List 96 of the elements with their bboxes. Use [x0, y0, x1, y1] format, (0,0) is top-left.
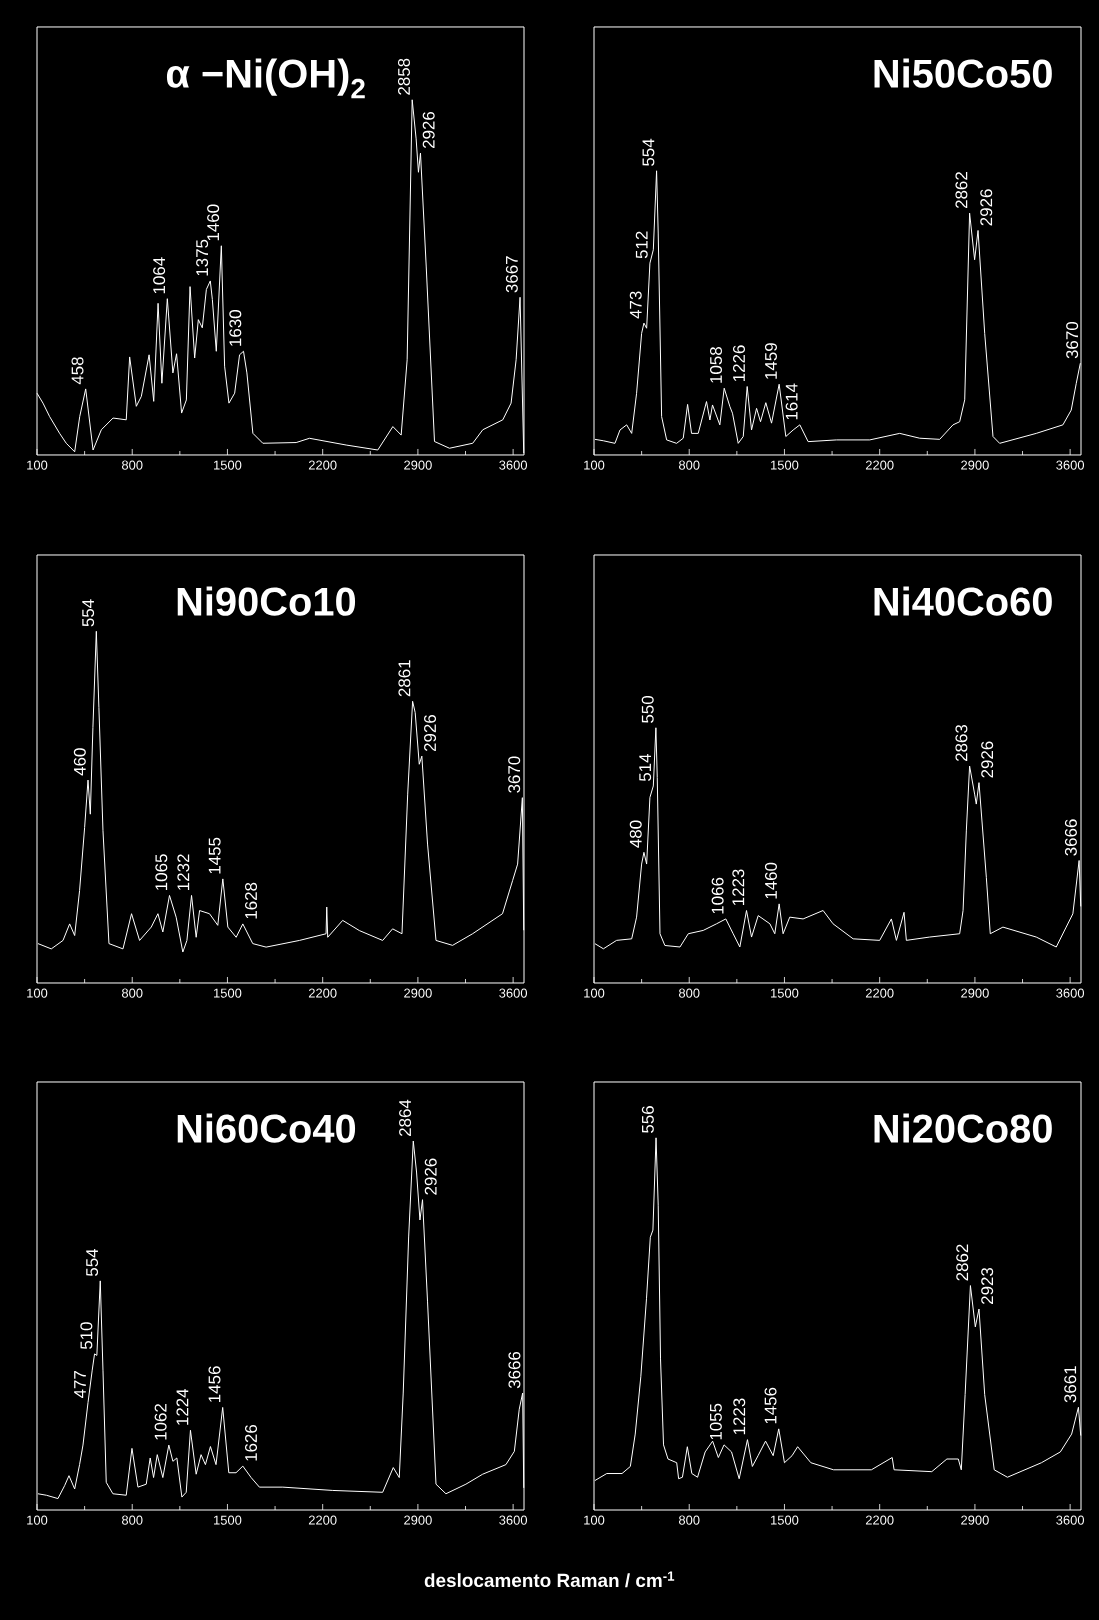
annotation: 2861: [398, 660, 411, 697]
x-tick-label: 1500: [214, 460, 242, 470]
annotation: 554: [642, 138, 655, 166]
x-tick-label: 2900: [404, 1515, 432, 1525]
x-tick-label: 2900: [961, 460, 989, 470]
annotation: 1062: [154, 1404, 167, 1440]
annotation: 3667: [505, 256, 518, 293]
annotation: 1066: [711, 877, 724, 914]
x-tick-label: 2200: [308, 1515, 337, 1525]
annotation: 460: [73, 748, 86, 776]
x-tick-label: 800: [121, 460, 143, 470]
x-tick-label: 2900: [961, 988, 989, 998]
x-tick-label: 1500: [771, 1515, 799, 1525]
chart-title: Ni20Co80: [874, 1113, 1052, 1143]
chart-title: α −Ni(OH)$_{2}$: [166, 58, 365, 99]
annotation: 1224: [176, 1388, 189, 1425]
x-tick-label: 2200: [308, 460, 337, 470]
annotation: 2863: [955, 724, 968, 761]
annotation: 2926: [980, 189, 993, 226]
annotation: 2926: [981, 741, 994, 778]
annotation: 1055: [709, 1403, 722, 1440]
annotation: 554: [86, 1248, 99, 1276]
annotation: 512: [635, 231, 648, 259]
annotation: 2926: [424, 715, 437, 752]
annotation: 480: [629, 820, 642, 848]
x-tick-label: 100: [27, 1515, 48, 1525]
x-tick-label: 100: [584, 460, 605, 470]
chart-title: Ni90Co10: [177, 586, 356, 616]
annotation: 2862: [956, 1244, 969, 1281]
x-tick-label: 800: [678, 988, 700, 998]
x-tick-label: 100: [27, 460, 48, 470]
annotation: 2926: [422, 111, 435, 149]
annotation: 1630: [229, 310, 242, 346]
annotation: 1460: [764, 862, 777, 899]
annotation: 1065: [155, 854, 168, 890]
annotation: 550: [641, 695, 654, 723]
annotation: 2862: [955, 172, 968, 209]
annotation: 1223: [733, 1398, 746, 1435]
x-tick-label: 100: [584, 1515, 605, 1525]
annotation: 514: [639, 754, 652, 782]
annotation: 1223: [732, 869, 745, 906]
annotation: 477: [74, 1371, 86, 1399]
x-tick-label: 100: [27, 988, 48, 998]
x-tick-label: 1500: [214, 1515, 242, 1525]
annotation: 1058: [710, 347, 722, 383]
annotation: 458: [71, 357, 84, 385]
annotation: 510: [80, 1322, 93, 1350]
x-tick-label: 2200: [865, 988, 894, 998]
x-tick-label: 1500: [771, 988, 799, 998]
x-tick-label: 3600: [499, 1515, 528, 1525]
annotation: 1628: [245, 882, 258, 919]
annotation: 1614: [785, 383, 798, 420]
annotation: 3666: [1064, 819, 1077, 856]
annotation: 2926: [424, 1158, 437, 1195]
annotation: 1456: [764, 1387, 777, 1424]
annotation: 1460: [207, 204, 220, 241]
x-tick-label: 100: [584, 988, 605, 998]
x-tick-label: 800: [121, 988, 143, 998]
x-tick-label: 800: [678, 1515, 700, 1525]
annotation: 3666: [508, 1351, 521, 1389]
x-tick-label: 2900: [404, 460, 432, 470]
x-tick-label: 800: [121, 1515, 143, 1525]
annotation: 1455: [208, 837, 221, 874]
chart-title: Ni40Co60: [874, 586, 1052, 616]
annotation: 1232: [177, 854, 190, 890]
annotation: 1064: [153, 257, 166, 294]
annotation: 2864: [399, 1099, 412, 1136]
annotation: 1456: [208, 1366, 221, 1402]
x-tick-label: 3600: [499, 460, 528, 470]
annotation: 556: [641, 1106, 654, 1133]
x-tick-label: 2200: [865, 460, 894, 470]
annotation: 1626: [245, 1424, 258, 1461]
x-tick-label: 1500: [771, 460, 799, 470]
annotation: 2858: [397, 58, 410, 95]
annotation: 2923: [981, 1267, 994, 1304]
x-tick-label: 2200: [308, 988, 337, 998]
x-tick-label: 3600: [1056, 988, 1085, 998]
annotation: 3661: [1064, 1366, 1077, 1403]
annotation: 473: [629, 291, 642, 319]
annotation: 1226: [732, 345, 745, 381]
annotation: 1375: [196, 239, 209, 276]
annotation: 3670: [1066, 321, 1079, 359]
x-tick-label: 3600: [1056, 460, 1085, 470]
x-axis-title: deslocamento Raman / cm$^{-1}$: [424, 1571, 675, 1588]
annotation: 554: [82, 599, 95, 627]
annotation: 1459: [764, 343, 777, 379]
annotation: 3670: [508, 756, 521, 793]
x-tick-label: 3600: [1056, 1515, 1085, 1525]
x-tick-label: 2900: [404, 988, 432, 998]
chart-title: Ni60Co40: [177, 1113, 356, 1143]
chart-title: Ni50Co50: [874, 58, 1052, 88]
x-tick-label: 1500: [214, 988, 242, 998]
x-tick-label: 3600: [499, 988, 528, 998]
x-tick-label: 2900: [961, 1515, 989, 1525]
x-tick-label: 2200: [865, 1515, 894, 1525]
x-tick-label: 800: [678, 460, 700, 470]
